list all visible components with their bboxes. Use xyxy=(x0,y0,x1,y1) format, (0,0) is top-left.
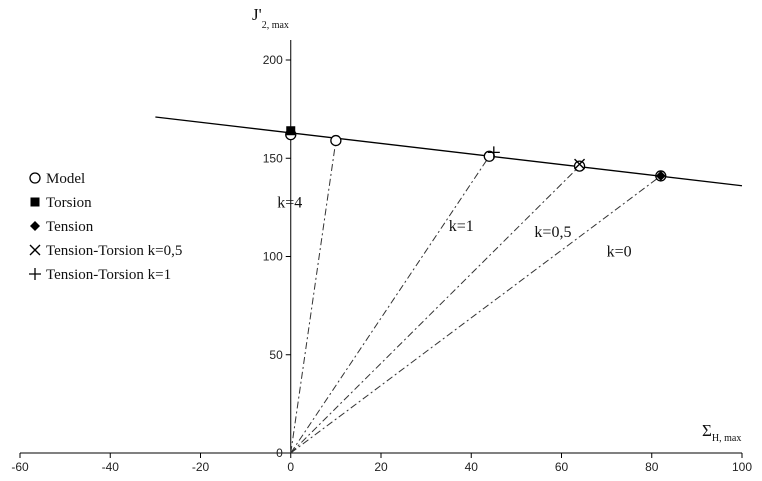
x-tick-label: -40 xyxy=(102,460,120,474)
x-tick-label: 20 xyxy=(374,460,388,474)
legend-label: Tension-Torsion k=1 xyxy=(46,267,171,283)
x-tick-label: 80 xyxy=(645,460,659,474)
data-point-plus xyxy=(487,146,500,159)
legend-label: Tension-Torsion k=0,5 xyxy=(46,243,182,259)
legend-marker xyxy=(30,197,40,207)
legend-label: Torsion xyxy=(46,195,92,211)
legend-item: Torsion xyxy=(30,195,92,211)
legend-item: Model xyxy=(29,171,85,187)
legend-item: Tension-Torsion k=0,5 xyxy=(29,243,182,259)
legend-label: Model xyxy=(46,171,85,187)
fit-line xyxy=(155,116,743,187)
load-path-line xyxy=(290,165,580,454)
load-path-label: k=4 xyxy=(277,194,302,211)
legend-item: Tension xyxy=(30,219,94,235)
x-tick-label: 0 xyxy=(287,460,294,474)
legend-marker xyxy=(29,172,41,184)
load-path-line xyxy=(290,175,662,454)
y-tick-label: 0 xyxy=(276,446,283,460)
load-path-line xyxy=(290,140,337,454)
legend-marker xyxy=(30,221,40,231)
data-point-circle-open xyxy=(330,134,342,147)
legend-label: Tension xyxy=(46,219,94,235)
x-tick-label: -20 xyxy=(192,460,210,474)
y-axis-label: J'2, max xyxy=(252,5,289,31)
tick-labels: -60 -40 -20 0 20 40 60 80 100 0 50 100 150 200 xyxy=(11,53,752,474)
data-point-circle-open xyxy=(573,160,586,172)
x-tick-label: 60 xyxy=(555,460,569,474)
load-path-label: k=0,5 xyxy=(534,224,571,241)
y-tick-label: 200 xyxy=(263,53,283,67)
load-path-line xyxy=(290,156,490,454)
load-path-label: k=1 xyxy=(449,218,474,235)
legend-item: Tension-Torsion k=1 xyxy=(29,267,171,283)
load-path-label: k=0 xyxy=(607,244,632,261)
y-tick-label: 50 xyxy=(269,348,283,362)
data-points xyxy=(285,126,667,182)
x-axis-label: ΣH, max xyxy=(702,421,741,444)
x-tick-label: -60 xyxy=(11,460,29,474)
x-tick-label: 40 xyxy=(465,460,479,474)
x-tick-label: 100 xyxy=(732,460,752,474)
data-point-diamond-filled xyxy=(655,170,666,181)
y-tick-label: 150 xyxy=(263,151,283,165)
axes xyxy=(19,40,743,458)
legend-marker xyxy=(29,244,41,256)
legend: Model Torsion Tension Tension-Torsion k=0,5… xyxy=(29,171,182,283)
fit-line-segment xyxy=(155,116,743,187)
y-tick-label: 100 xyxy=(263,250,283,264)
data-point-square-filled xyxy=(286,126,296,136)
data-point-x xyxy=(574,158,586,170)
load-paths: k=4 k=1 k=0,5 k=0 xyxy=(277,140,662,454)
legend-marker xyxy=(29,268,41,280)
